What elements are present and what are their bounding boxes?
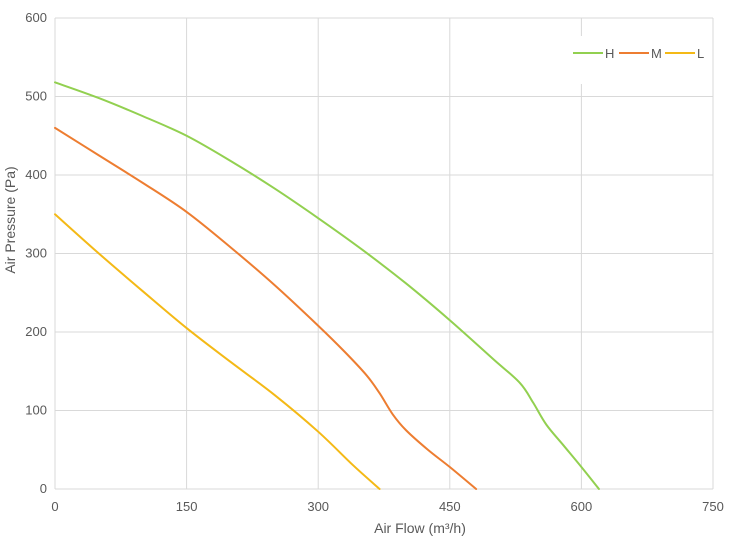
y-tick-label: 600: [25, 10, 47, 25]
y-tick-label: 100: [25, 403, 47, 418]
y-tick-label: 500: [25, 89, 47, 104]
y-tick-label: 400: [25, 167, 47, 182]
y-tick-label: 200: [25, 324, 47, 339]
legend-label-l: L: [697, 46, 704, 61]
series-layer: [54, 81, 600, 490]
x-tick-label: 300: [307, 499, 329, 514]
y-tick-label: 300: [25, 246, 47, 261]
x-tick-label: 450: [439, 499, 461, 514]
series-line-h: [54, 81, 600, 490]
legend-label-h: H: [605, 46, 614, 61]
series-line-m: [54, 126, 478, 490]
series-line-l: [54, 213, 381, 490]
legend-label-m: M: [651, 46, 662, 61]
x-axis-ticks: 0 150 300 450 600 750: [51, 499, 723, 514]
legend-background: [560, 36, 712, 84]
x-tick-label: 600: [571, 499, 593, 514]
x-tick-label: 0: [51, 499, 58, 514]
x-tick-label: 150: [176, 499, 198, 514]
y-axis-ticks: 0 100 200 300 400 500 600: [25, 10, 47, 496]
x-tick-label: 750: [702, 499, 724, 514]
y-tick-label: 0: [40, 481, 47, 496]
y-axis-title: Air Pressure (Pa): [2, 166, 18, 273]
x-axis-title: Air Flow (m³/h): [374, 520, 466, 536]
grid: [54, 17, 714, 490]
